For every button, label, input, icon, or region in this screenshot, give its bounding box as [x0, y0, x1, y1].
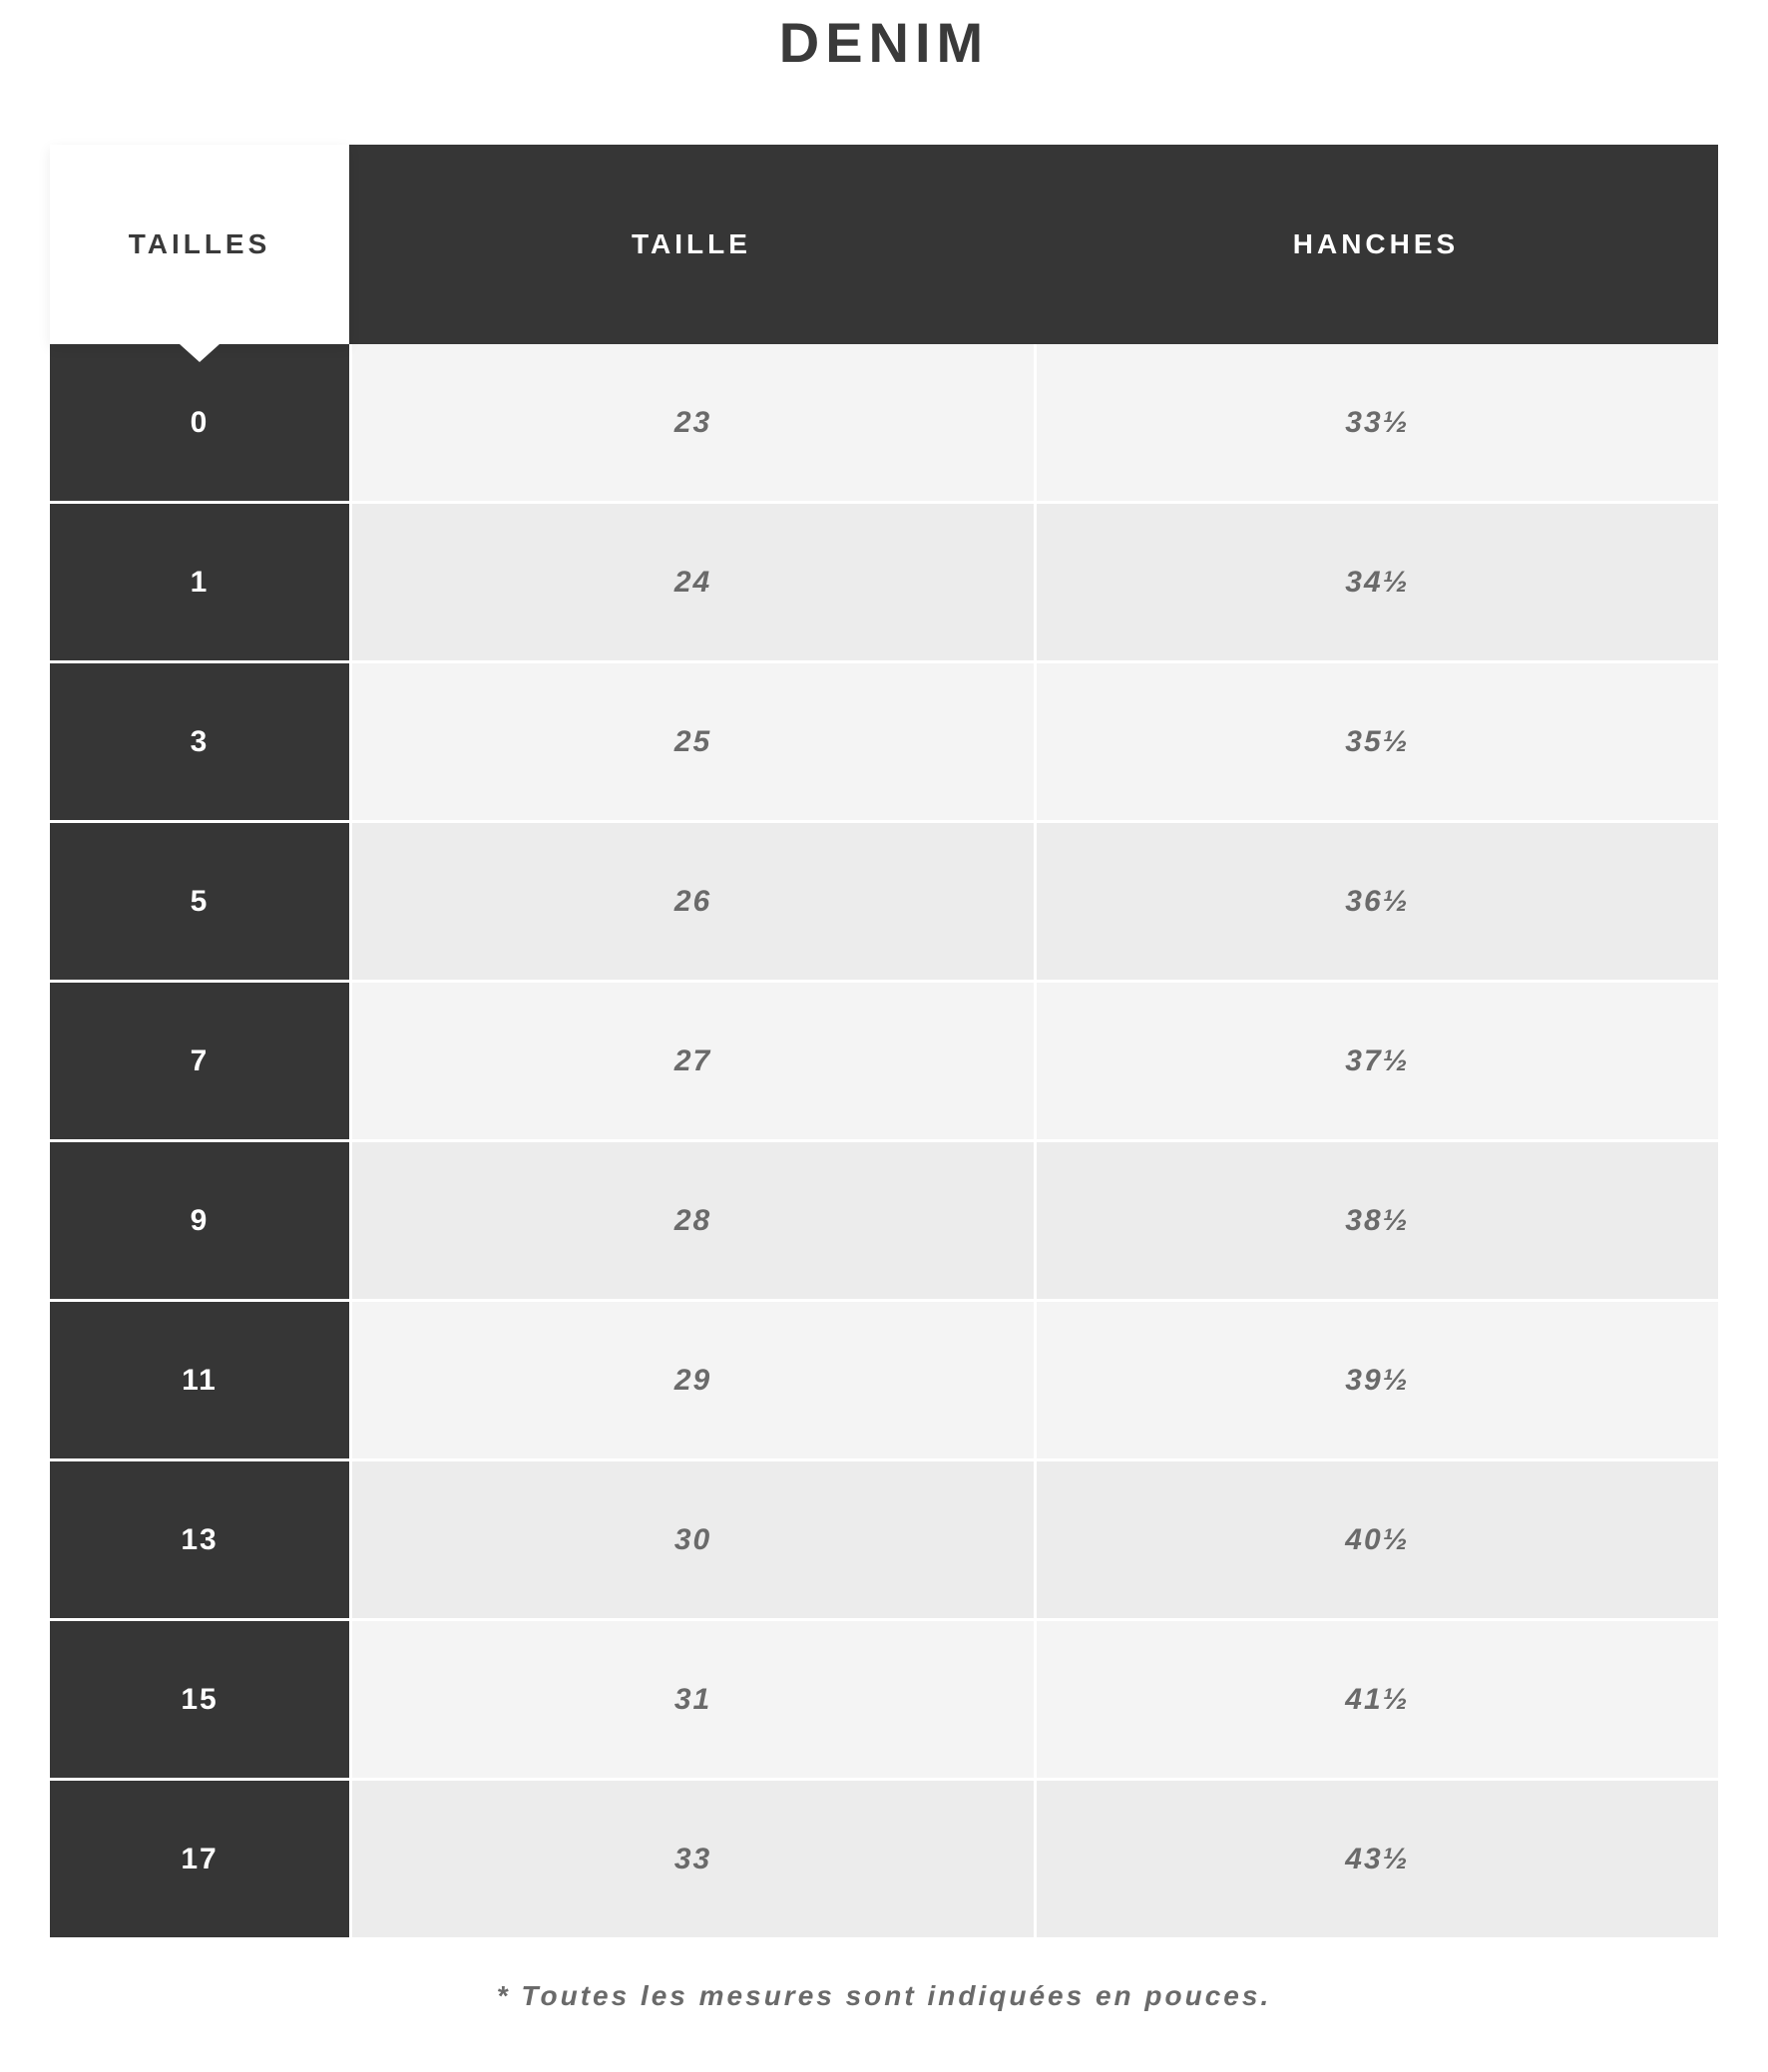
- table-row: 13 30 40½: [50, 1461, 1718, 1621]
- waist-cell: 25: [349, 663, 1034, 823]
- hips-cell: 38½: [1034, 1142, 1718, 1302]
- table-header-row: TAILLES TAILLE HANCHES: [50, 145, 1718, 344]
- table-row: 15 31 41½: [50, 1621, 1718, 1781]
- table-row: 3 25 35½: [50, 663, 1718, 823]
- size-cell: 5: [50, 823, 349, 983]
- header-sizes: TAILLES: [50, 145, 349, 344]
- hips-cell: 39½: [1034, 1302, 1718, 1461]
- footnote-text: * Toutes les mesures sont indiquées en p…: [50, 1940, 1718, 2012]
- waist-cell: 28: [349, 1142, 1034, 1302]
- size-cell: 1: [50, 504, 349, 663]
- waist-cell: 30: [349, 1461, 1034, 1621]
- table-row: 17 33 43½: [50, 1781, 1718, 1940]
- size-cell: 7: [50, 983, 349, 1142]
- hips-cell: 33½: [1034, 344, 1718, 504]
- size-chart-container: DENIM TAILLES TAILLE HANCHES 0 23 33½ 1 …: [0, 0, 1768, 2072]
- table-row: 9 28 38½: [50, 1142, 1718, 1302]
- chart-title: DENIM: [50, 0, 1718, 145]
- waist-cell: 26: [349, 823, 1034, 983]
- waist-cell: 24: [349, 504, 1034, 663]
- size-cell: 3: [50, 663, 349, 823]
- size-cell: 13: [50, 1461, 349, 1621]
- waist-cell: 33: [349, 1781, 1034, 1940]
- waist-cell: 27: [349, 983, 1034, 1142]
- table-body: 0 23 33½ 1 24 34½ 3 25 35½ 5 26 36½ 7 27: [50, 344, 1718, 1940]
- size-cell: 11: [50, 1302, 349, 1461]
- table-row: 11 29 39½: [50, 1302, 1718, 1461]
- hips-cell: 41½: [1034, 1621, 1718, 1781]
- hips-cell: 34½: [1034, 504, 1718, 663]
- header-waist: TAILLE: [349, 145, 1034, 344]
- table-row: 1 24 34½: [50, 504, 1718, 663]
- waist-cell: 23: [349, 344, 1034, 504]
- table-row: 5 26 36½: [50, 823, 1718, 983]
- waist-cell: 31: [349, 1621, 1034, 1781]
- hips-cell: 40½: [1034, 1461, 1718, 1621]
- size-table: TAILLES TAILLE HANCHES 0 23 33½ 1 24 34½…: [50, 145, 1718, 1940]
- hips-cell: 37½: [1034, 983, 1718, 1142]
- size-cell: 17: [50, 1781, 349, 1940]
- hips-cell: 43½: [1034, 1781, 1718, 1940]
- hips-cell: 35½: [1034, 663, 1718, 823]
- size-cell: 15: [50, 1621, 349, 1781]
- size-cell: 9: [50, 1142, 349, 1302]
- size-cell: 0: [50, 344, 349, 504]
- table-row: 7 27 37½: [50, 983, 1718, 1142]
- hips-cell: 36½: [1034, 823, 1718, 983]
- header-hips: HANCHES: [1034, 145, 1718, 344]
- waist-cell: 29: [349, 1302, 1034, 1461]
- table-row: 0 23 33½: [50, 344, 1718, 504]
